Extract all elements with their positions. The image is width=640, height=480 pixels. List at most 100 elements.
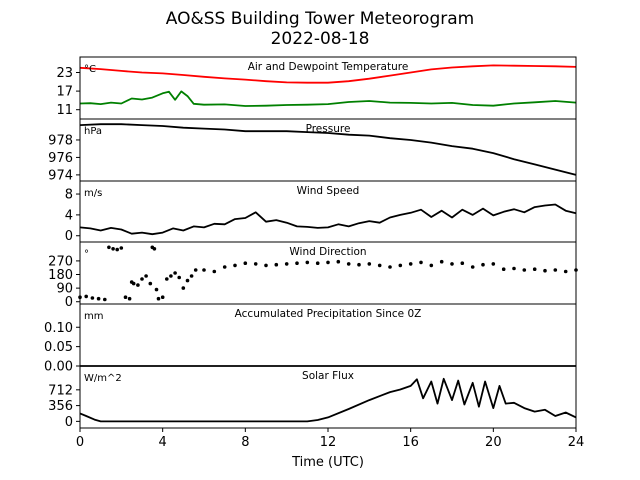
panel-title-5: Accumulated Precipitation Since 0Z (235, 308, 422, 320)
data-point-4-8 (115, 247, 119, 252)
data-point-4-11 (127, 296, 132, 301)
y-tick-label-6-1: 0 (65, 415, 73, 430)
data-point-4-24 (169, 274, 173, 278)
data-point-4-47 (367, 262, 372, 266)
series-line-6-1 (79, 377, 577, 423)
data-point-4-62 (522, 268, 527, 272)
figure-title-date: 2022-08-18 (271, 29, 370, 49)
data-point-4-65 (553, 268, 558, 272)
x-axis-label: Time (UTC) (291, 455, 364, 470)
data-point-4-43 (326, 260, 330, 265)
y-tick-label-2-1: 974 (48, 168, 73, 183)
y-tick-label-1-1: 11 (56, 103, 73, 118)
y-tick-label-3-2: 4 (65, 208, 73, 223)
series-line-3-1 (79, 203, 577, 236)
data-point-4-42 (315, 261, 320, 266)
y-tick-label-1-3: 23 (56, 66, 73, 81)
y-tick-label-1-2: 17 (56, 85, 73, 100)
data-point-4-44 (336, 259, 341, 264)
y-tick-label-5-1: 0.00 (44, 360, 73, 375)
panel-unit-5: mm (84, 311, 103, 322)
data-point-4-28 (185, 278, 190, 283)
y-tick-label-5-2: 0.05 (44, 340, 73, 355)
chart-panels: 11 17 23 Air and Dewpoint Temperature °C 974 9… (44, 56, 585, 450)
y-tick-label-5-3: 0.10 (44, 321, 73, 336)
data-point-4-14 (136, 283, 140, 287)
panel-title-6: Solar Flux (302, 370, 354, 382)
panel-title-4: Wind Direction (289, 246, 366, 258)
data-point-4-27 (181, 286, 186, 290)
y-tick-label-4-2: 90 (56, 282, 73, 297)
data-point-4-59 (491, 262, 496, 266)
data-point-4-23 (165, 277, 169, 281)
data-point-4-34 (233, 263, 237, 268)
panel-title-1: Air and Dewpoint Temperature (248, 61, 409, 73)
data-point-4-52 (419, 260, 423, 265)
data-point-4-36 (253, 262, 258, 266)
data-point-4-40 (295, 261, 299, 266)
data-point-4-3 (90, 296, 95, 300)
data-point-4-16 (144, 274, 148, 278)
x-tick-label-5: 16 (402, 435, 419, 450)
chart-panel-2: 974 976 978 Pressure hPa (48, 118, 577, 183)
data-point-4-2 (84, 294, 88, 299)
data-point-4-55 (450, 262, 454, 266)
y-tick-label-3-1: 0 (65, 229, 73, 244)
data-point-4-26 (177, 275, 181, 280)
data-point-4-31 (202, 268, 206, 272)
panel-title-2: Pressure (306, 123, 351, 135)
data-point-4-37 (264, 263, 268, 268)
data-point-4-46 (357, 262, 361, 267)
series-line-2-1 (79, 123, 577, 176)
data-point-4-7 (111, 247, 115, 251)
x-tick-label-2: 4 (159, 435, 167, 450)
data-point-4-6 (107, 245, 111, 250)
chart-panel-5: 0.00 0.05 0.10 Accumulated Precipitation Si… (44, 303, 577, 375)
panel-unit-6: W/m^2 (84, 373, 122, 384)
data-point-4-66 (563, 269, 568, 274)
data-point-4-25 (173, 271, 177, 275)
chart-panel-3: 0 4 8 Wind Speed m/s (65, 180, 577, 244)
data-point-4-32 (212, 269, 217, 274)
data-point-4-57 (470, 265, 475, 269)
x-tick-label-1: 0 (76, 435, 84, 450)
data-point-4-61 (512, 266, 516, 271)
series-line-1-1 (79, 64, 577, 84)
panel-unit-4: ° (84, 249, 89, 260)
data-point-4-15 (140, 277, 144, 281)
panel-title-3: Wind Speed (297, 185, 360, 197)
data-point-4-38 (274, 262, 279, 267)
data-point-4-63 (532, 267, 537, 272)
data-point-4-22 (160, 295, 165, 300)
data-point-4-60 (501, 267, 506, 272)
x-tick-label-7: 24 (568, 435, 585, 450)
data-point-4-41 (305, 260, 310, 265)
data-point-4-5 (103, 297, 107, 302)
data-point-4-9 (119, 246, 124, 250)
panel-unit-2: hPa (84, 126, 102, 137)
data-point-4-4 (96, 296, 101, 301)
data-point-4-10 (123, 295, 128, 300)
panel-unit-3: m/s (84, 188, 102, 199)
x-tick-label-3: 8 (241, 435, 249, 450)
data-point-4-49 (388, 265, 392, 269)
x-tick-label-4: 12 (320, 435, 337, 450)
y-tick-label-6-3: 712 (48, 383, 73, 398)
y-tick-label-4-1: 0 (65, 295, 73, 310)
data-point-4-58 (481, 262, 485, 267)
data-point-4-35 (243, 261, 248, 266)
data-point-4-51 (408, 262, 413, 266)
y-tick-label-6-2: 356 (48, 399, 73, 414)
data-point-4-56 (460, 261, 465, 266)
data-point-4-29 (189, 274, 194, 278)
y-tick-label-4-4: 270 (48, 254, 73, 269)
data-point-4-48 (377, 263, 382, 268)
data-point-4-33 (222, 265, 227, 269)
panel-unit-1: °C (84, 64, 96, 75)
data-point-4-19 (152, 247, 157, 251)
y-tick-label-4-3: 180 (48, 268, 73, 283)
data-point-4-21 (156, 296, 161, 301)
